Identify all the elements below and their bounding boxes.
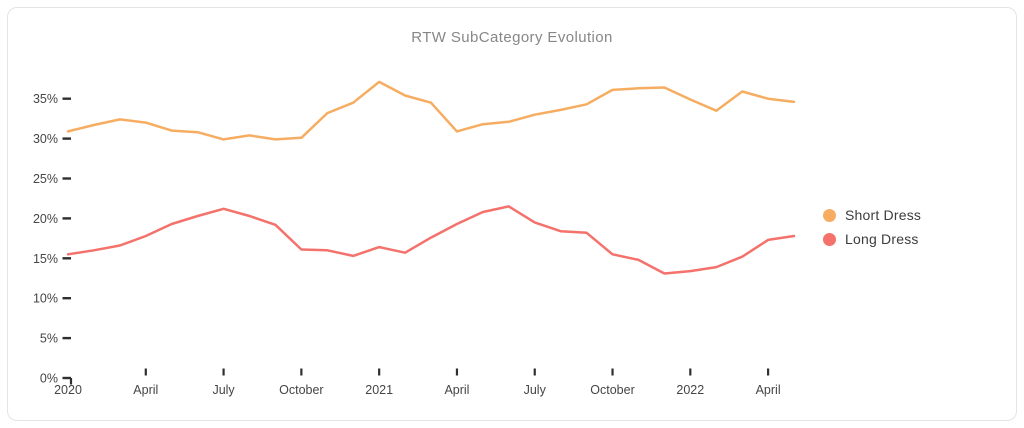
- legend-label-long-dress: Long Dress: [845, 231, 919, 247]
- x-tick-label: April: [756, 383, 781, 397]
- legend-item-long-dress[interactable]: Long Dress: [823, 231, 921, 247]
- x-tick-label: 2020: [54, 383, 82, 397]
- x-tick-label: July: [212, 383, 235, 397]
- x-tick-label: October: [279, 383, 323, 397]
- x-tick-label: 2022: [676, 383, 704, 397]
- line-chart[interactable]: 0% 5% 10% 15% 20% 25% 30% 35% 2020 April July Octob…: [8, 8, 1017, 420]
- x-tick-label: April: [444, 383, 469, 397]
- x-tick-label: April: [133, 383, 158, 397]
- y-tick-label: 35%: [33, 92, 58, 106]
- legend-item-short-dress[interactable]: Short Dress: [823, 207, 921, 223]
- y-tick-label: 10%: [33, 292, 58, 306]
- y-tick-label: 0%: [40, 372, 58, 386]
- legend-label-short-dress: Short Dress: [845, 207, 922, 223]
- series-line-long-dress[interactable]: [66, 205, 796, 275]
- y-tick-label: 15%: [33, 252, 58, 266]
- x-tick-label: 2021: [365, 383, 393, 397]
- y-tick-label: 5%: [40, 332, 58, 346]
- chart-title: RTW SubCategory Evolution: [411, 29, 613, 46]
- chart-legend: Short Dress Long Dress: [823, 207, 921, 247]
- x-tick-label: October: [590, 383, 634, 397]
- y-tick-label: 30%: [33, 132, 58, 146]
- series-line-short-dress[interactable]: [66, 80, 796, 141]
- long-dress-series-dot-icon: [823, 232, 836, 246]
- short-dress-series-dot-icon: [823, 208, 836, 222]
- x-tick-label: July: [524, 383, 547, 397]
- y-tick-label: 20%: [33, 212, 58, 226]
- y-tick-label: 25%: [33, 172, 58, 186]
- chart-card: RTW SubCategory Evolution 0% 5% 10% 15% 20% 2…: [7, 7, 1017, 421]
